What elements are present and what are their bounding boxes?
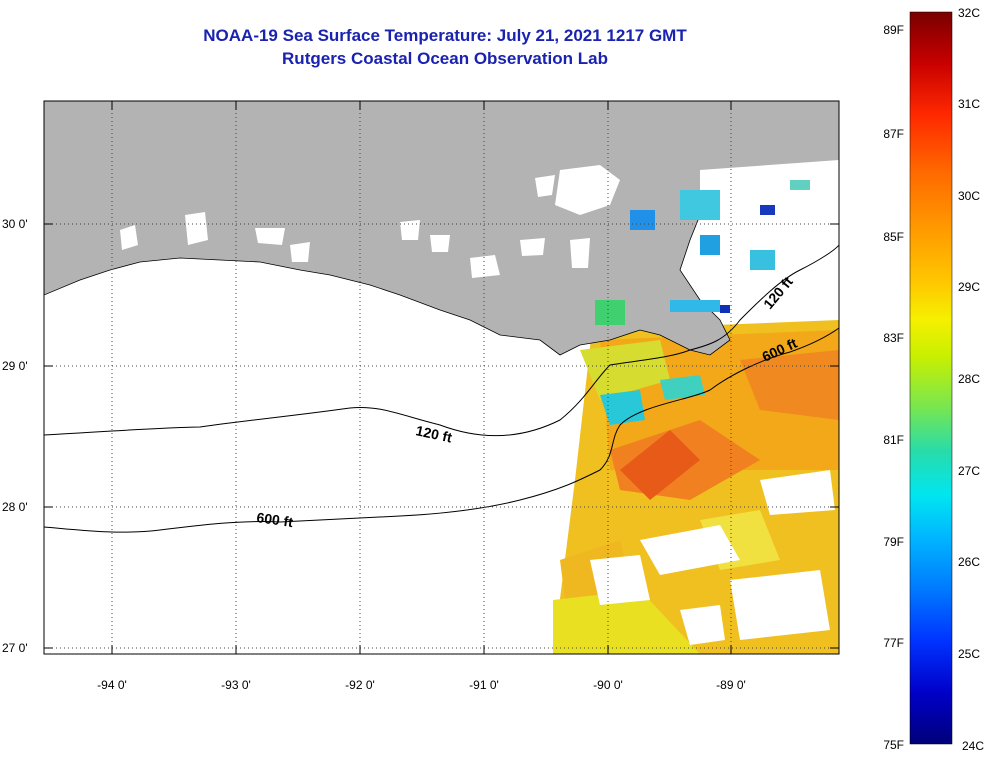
lake-coastal-1 (400, 220, 420, 240)
lake-coastal-3 (470, 255, 500, 278)
lake-coastal-2 (430, 235, 450, 252)
colorbar-f-label: 87F (883, 127, 904, 141)
lon-label: -93 0' (221, 678, 251, 692)
delta-water (700, 160, 839, 300)
lon-label: -89 0' (716, 678, 746, 692)
map-title: NOAA-19 Sea Surface Temperature: July 21… (203, 26, 687, 45)
lat-label: 27 0' (2, 641, 28, 655)
lat-label: 30 0' (2, 217, 28, 231)
colorbar-f-label: 81F (883, 433, 904, 447)
contour-label-600ft: 600 ft (256, 509, 295, 530)
lat-label: 29 0' (2, 359, 28, 373)
lake-pontchartrain (555, 165, 620, 215)
map-frame (43, 100, 840, 655)
lat-label: 28 0' (2, 500, 28, 514)
lake-coastal-4 (570, 238, 590, 268)
contour-label-120ft: 120 ft (414, 422, 453, 445)
lake-coastal-5 (520, 238, 545, 256)
grand-lake (255, 228, 285, 245)
colorbar-c-label: 31C (958, 97, 980, 111)
colorbar-f-label: 77F (883, 636, 904, 650)
contour-120ft (44, 244, 839, 437)
colorbar-c-label: 32C (958, 6, 980, 20)
graticule (44, 101, 839, 654)
sst-swath (553, 320, 839, 654)
colorbar-c-label: 24C (962, 739, 984, 753)
colorbar-c-label: 26C (958, 555, 980, 569)
white-lake (290, 242, 310, 262)
lake-calcasieu (185, 212, 208, 245)
colorbar-f-label: 75F (883, 738, 904, 752)
colorbar-c-label: 27C (958, 464, 980, 478)
lon-label: -94 0' (97, 678, 127, 692)
lake-sabine (120, 225, 138, 250)
map-subtitle: Rutgers Coastal Ocean Observation Lab (282, 49, 608, 68)
colorbar-f-label: 89F (883, 23, 904, 37)
colorbar-c-label: 25C (958, 647, 980, 661)
colorbar-f-label: 79F (883, 535, 904, 549)
colorbar-f-label: 85F (883, 230, 904, 244)
ticks (44, 101, 839, 654)
lake-maurepas (535, 175, 555, 197)
lon-label: -91 0' (469, 678, 499, 692)
contour-600ft (44, 327, 839, 533)
colorbar-c-label: 28C (958, 372, 980, 386)
lon-label: -90 0' (593, 678, 623, 692)
colorbar (909, 11, 953, 745)
colorbar-c-label: 29C (958, 280, 980, 294)
colorbar-f-label: 83F (883, 331, 904, 345)
colorbar-c-label: 30C (958, 189, 980, 203)
lon-label: -92 0' (345, 678, 375, 692)
sst-coastal (595, 180, 810, 325)
